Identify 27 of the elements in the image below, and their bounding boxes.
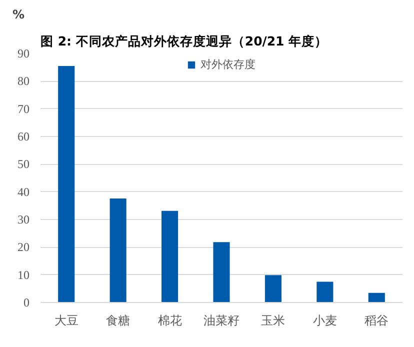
x-tick-label: 小麦 bbox=[312, 314, 337, 328]
bar bbox=[264, 275, 282, 302]
y-tick-label: 70 bbox=[18, 102, 30, 116]
y-tick-label: 10 bbox=[18, 268, 30, 282]
y-tick-label: 90 bbox=[18, 46, 30, 60]
legend-label: 对外依存度 bbox=[200, 57, 256, 72]
x-tick-label: 食糖 bbox=[106, 314, 130, 328]
bar bbox=[162, 210, 178, 302]
bar bbox=[213, 242, 230, 302]
y-tick-label: 30 bbox=[18, 212, 30, 226]
x-tick-label: 玉米 bbox=[261, 314, 286, 328]
y-tick-label: 0 bbox=[24, 296, 30, 310]
x-tick-label: 大豆 bbox=[54, 314, 78, 328]
bar bbox=[110, 198, 126, 302]
y-tick-label: 20 bbox=[18, 240, 30, 254]
x-tick-label: 棉花 bbox=[158, 314, 182, 328]
y-axis-title: % bbox=[12, 8, 25, 22]
x-tick-label: 稻谷 bbox=[364, 314, 389, 328]
y-tick-label: 80 bbox=[18, 74, 30, 88]
y-tick-label: 40 bbox=[18, 184, 30, 199]
y-tick-label: 50 bbox=[18, 157, 30, 172]
x-tick-label: 油菜籽 bbox=[204, 314, 240, 328]
y-tick-label: 60 bbox=[18, 130, 30, 144]
bar bbox=[316, 282, 334, 302]
bar bbox=[368, 292, 385, 302]
chart-title: 图 2: 不同农产品对外依存度迥异（20/21 年度） bbox=[40, 34, 328, 48]
bar bbox=[58, 66, 75, 302]
